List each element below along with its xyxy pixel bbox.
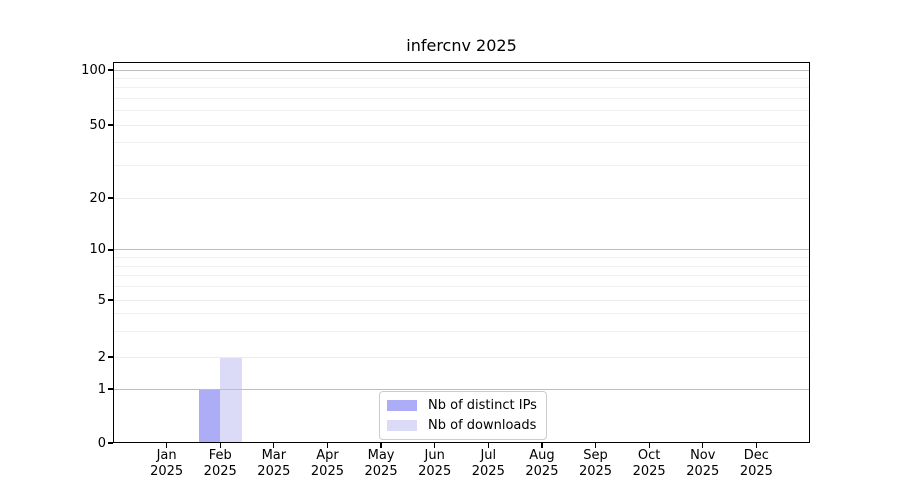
- x-tick-label-line: 2025: [471, 464, 505, 479]
- x-tick-label-line: 2025: [364, 464, 398, 479]
- x-tick-label-line: Jun: [424, 448, 445, 463]
- x-tick-label-mar-2025: Mar 2025: [242, 448, 306, 480]
- legend: Nb of distinct IPs Nb of downloads: [379, 391, 547, 440]
- x-tick-oct-2025: [648, 443, 650, 448]
- x-tick-label-nov-2025: Nov 2025: [671, 448, 735, 480]
- legend-item-distinct-ips: Nb of distinct IPs: [387, 397, 537, 414]
- y-tick-10: [108, 249, 113, 251]
- x-tick-label-line: 2025: [525, 464, 559, 479]
- x-tick-label-line: Jul: [480, 448, 497, 463]
- x-tick-label-apr-2025: Apr 2025: [295, 448, 359, 480]
- minor-gridline-80: [113, 87, 810, 89]
- y-tick-50: [108, 124, 113, 126]
- x-tick-label-may-2025: May 2025: [349, 448, 413, 480]
- y-tick-label-1: 1: [97, 381, 106, 397]
- minor-gridline-8: [113, 265, 810, 267]
- minor-gridline-6: [113, 286, 810, 288]
- x-tick-label-feb-2025: Feb 2025: [188, 448, 252, 480]
- y-tick-1: [108, 388, 113, 390]
- x-tick-label-line: 2025: [632, 464, 666, 479]
- x-tick-apr-2025: [326, 443, 329, 448]
- gridline-10: [113, 249, 810, 251]
- minor-gridline-4: [113, 313, 810, 315]
- bar-downloads-feb-2025: [220, 357, 242, 443]
- minor-gridline-30: [113, 165, 810, 167]
- y-tick-0: [108, 442, 113, 444]
- x-tick-label-line: 2025: [578, 464, 613, 479]
- legend-item-downloads: Nb of downloads: [387, 417, 537, 434]
- x-tick-label-line: 2025: [418, 464, 452, 479]
- legend-label-downloads: Nb of downloads: [428, 418, 537, 433]
- y-tick-label-0: 0: [97, 435, 106, 451]
- y-tick-label-10: 10: [89, 242, 106, 258]
- x-tick-label-line: Apr: [316, 448, 339, 463]
- x-tick-label-oct-2025: Oct 2025: [617, 448, 681, 480]
- x-tick-jun-2025: [434, 443, 436, 448]
- bar-distinct-ips-feb-2025: [198, 389, 221, 443]
- y-tick-100: [108, 69, 113, 71]
- x-tick-aug-2025: [541, 443, 543, 448]
- x-tick-label-line: 2025: [686, 464, 720, 479]
- minor-gridline-7: [113, 275, 810, 277]
- x-tick-jan-2025: [166, 443, 168, 448]
- x-tick-label-line: 2025: [739, 464, 773, 479]
- y-tick-2: [108, 356, 113, 358]
- x-tick-label-line: 2025: [150, 464, 184, 479]
- gridline-5: [113, 299, 810, 301]
- minor-gridline-3: [113, 331, 810, 333]
- gridline-1: [113, 388, 810, 390]
- x-tick-label-jun-2025: Jun 2025: [403, 448, 467, 480]
- x-tick-label-line: Aug: [529, 448, 555, 463]
- y-tick-label-5: 5: [97, 292, 106, 308]
- gridline-50: [113, 124, 810, 126]
- y-tick-label-100: 100: [81, 62, 106, 78]
- y-tick-label-2: 2: [97, 349, 106, 365]
- x-tick-sep-2025: [594, 443, 597, 448]
- x-tick-label-line: 2025: [310, 464, 344, 479]
- x-tick-may-2025: [380, 443, 382, 448]
- x-tick-label-jan-2025: Jan 2025: [135, 448, 199, 480]
- x-tick-label-line: Nov: [690, 448, 716, 463]
- legend-swatch-downloads: [387, 420, 417, 431]
- x-tick-label-line: May: [367, 448, 395, 463]
- x-tick-label-line: Feb: [208, 448, 232, 463]
- x-tick-nov-2025: [702, 443, 704, 448]
- y-tick-5: [108, 299, 113, 301]
- x-tick-label-line: Jan: [156, 448, 177, 463]
- gridline-100: [113, 69, 810, 71]
- x-tick-dec-2025: [755, 443, 757, 448]
- y-tick-label-20: 20: [89, 190, 106, 206]
- gridline-2: [113, 356, 810, 358]
- x-tick-mar-2025: [273, 443, 275, 448]
- y-tick-label-50: 50: [89, 117, 106, 133]
- minor-gridline-60: [113, 110, 810, 112]
- gridline-20: [113, 197, 810, 199]
- plot-area: [113, 62, 810, 443]
- x-tick-feb-2025: [219, 443, 221, 448]
- x-tick-label-line: 2025: [203, 464, 237, 479]
- x-tick-label-dec-2025: Dec 2025: [724, 448, 788, 480]
- x-tick-label-line: Sep: [583, 448, 608, 463]
- x-tick-label-line: 2025: [257, 464, 291, 479]
- x-tick-label-line: Mar: [261, 448, 287, 463]
- x-tick-label-jul-2025: Jul 2025: [456, 448, 520, 480]
- chart-title: infercnv 2025: [406, 36, 517, 55]
- minor-gridline-70: [113, 97, 810, 99]
- minor-gridline-9: [113, 257, 810, 259]
- x-tick-label-line: Dec: [743, 448, 769, 463]
- x-tick-label-sep-2025: Sep 2025: [564, 448, 628, 480]
- legend-label-distinct-ips: Nb of distinct IPs: [428, 398, 537, 413]
- x-tick-jul-2025: [487, 443, 489, 448]
- x-tick-label-line: Oct: [637, 448, 661, 463]
- minor-gridline-90: [113, 77, 810, 79]
- legend-swatch-distinct-ips: [387, 400, 417, 411]
- y-tick-20: [108, 197, 113, 199]
- x-tick-label-aug-2025: Aug 2025: [510, 448, 574, 480]
- minor-gridline-40: [113, 142, 810, 144]
